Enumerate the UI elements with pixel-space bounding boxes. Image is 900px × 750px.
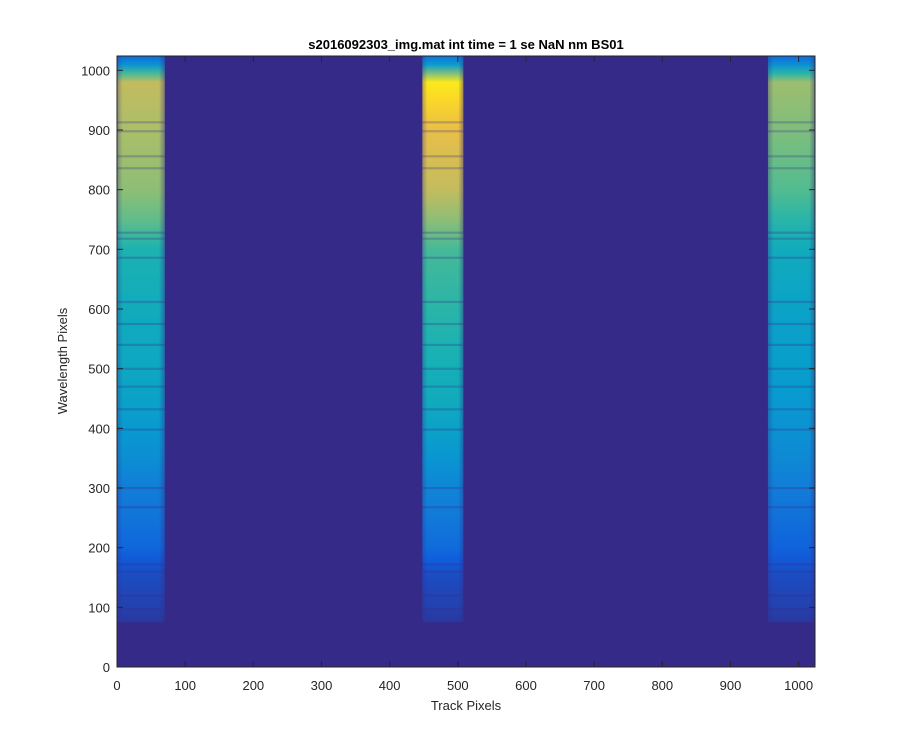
- x-tick-label: 100: [174, 678, 196, 693]
- plot-frame: [116, 55, 816, 668]
- band-edge-shade: [422, 56, 464, 623]
- x-tick-label: 600: [515, 678, 537, 693]
- x-tick-label: 0: [113, 678, 120, 693]
- y-tick-label: 300: [88, 481, 110, 496]
- y-axis-label: Wavelength Pixels: [55, 307, 70, 414]
- x-tick-label: 300: [311, 678, 333, 693]
- y-tick-label: 500: [88, 362, 110, 377]
- y-tick-label: 0: [103, 660, 110, 675]
- chart-title: s2016092303_img.mat int time = 1 se NaN …: [308, 37, 623, 52]
- x-tick-label: 700: [583, 678, 605, 693]
- heatmap-area: [117, 56, 815, 667]
- band-edge-shade: [117, 56, 165, 623]
- y-tick-label: 800: [88, 183, 110, 198]
- x-axis-label: Track Pixels: [431, 698, 502, 713]
- x-tick-label: 400: [379, 678, 401, 693]
- y-tick-label: 200: [88, 541, 110, 556]
- x-tick-label: 1000: [784, 678, 813, 693]
- y-tick-label: 1000: [81, 63, 110, 78]
- y-tick-label: 600: [88, 302, 110, 317]
- y-tick-label: 900: [88, 123, 110, 138]
- x-tick-label: 800: [651, 678, 673, 693]
- y-tick-label: 700: [88, 242, 110, 257]
- y-tick-label: 400: [88, 421, 110, 436]
- y-tick-label: 100: [88, 600, 110, 615]
- heatmap-background: [117, 56, 815, 667]
- band-edge-shade: [767, 56, 815, 623]
- x-tick-label: 200: [242, 678, 264, 693]
- axes: 0 100 200 300 400 500 600 700 800 900 1000 0 100 200 3…: [81, 55, 816, 693]
- x-tick-label: 900: [720, 678, 742, 693]
- x-tick-label: 500: [447, 678, 469, 693]
